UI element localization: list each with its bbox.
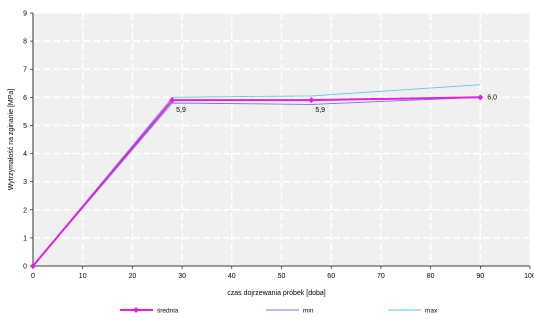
series-marker-srednia [169,97,176,104]
grid [33,12,531,266]
x-tick-label: 0 [31,273,35,280]
series-marker-srednia [308,97,315,104]
y-axis-title: Wytrzymałość na zginanie [MPa] [8,89,15,191]
x-tick-label: 100 [524,273,534,280]
y-tick-label: 3 [23,179,27,186]
x-axis-title: czas dojrzewania próbek [doba] [227,290,326,297]
x-tick-label: 80 [427,273,435,280]
y-tick-label: 4 [23,151,27,158]
y-tick-label: 1 [23,235,27,242]
x-tick-label: 70 [377,273,385,280]
y-tick-label: 5 [23,123,27,130]
series-marker-srednia [477,94,484,101]
y-tick-label: 8 [23,39,27,46]
legend: średnia min max [120,307,438,315]
x-tick-label: 20 [129,273,137,280]
y-tick-label: 6 [23,95,27,102]
x-tick-label: 30 [178,273,186,280]
x-tick-label: 50 [278,273,286,280]
data-label: 5,9 [176,107,186,114]
x-tick-label: 90 [476,273,484,280]
y-tick-label: 9 [23,11,27,18]
y-tick-label: 7 [23,67,27,74]
series-layer [30,84,484,269]
legend-label: max [425,308,438,315]
data-label: 6,0 [487,94,497,101]
y-tick-label: 2 [23,207,27,214]
x-tick-label: 10 [79,273,87,280]
data-labels: 5,9 5,9 6,0 [176,94,497,114]
legend-marker [133,307,139,313]
x-axis-ticks: 0 10 20 30 40 50 60 70 80 90 100 [31,266,534,280]
x-tick-label: 40 [228,273,236,280]
y-tick-label: 0 [23,264,27,271]
legend-label: min [303,308,314,315]
series-line-srednia [32,96,481,267]
series-marker-srednia [30,263,36,269]
legend-label: średnia [157,308,179,315]
x-tick-label: 60 [327,273,335,280]
y-axis-ticks: 0 1 2 3 4 5 6 7 8 9 [23,11,33,271]
data-label: 5,9 [315,107,325,114]
